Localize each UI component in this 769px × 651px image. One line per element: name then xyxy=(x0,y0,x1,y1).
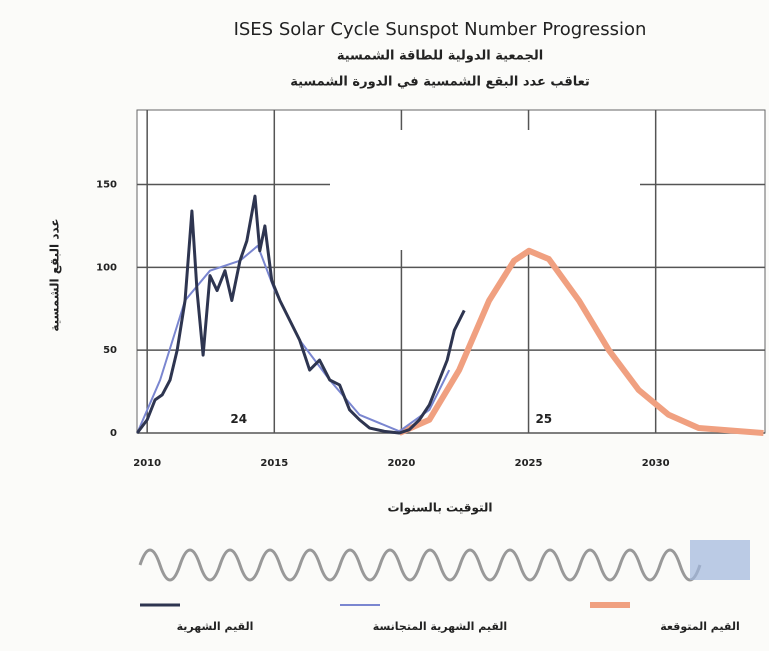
y-tick-label: 100 xyxy=(96,262,117,273)
y-axis-label: عدد البقع الشمسية xyxy=(48,218,62,331)
y-tick-label: 50 xyxy=(103,345,117,356)
legend: القيم الشهرية القيم الشهرية المتجانسة القي… xyxy=(140,602,740,633)
y-tick-label: 0 xyxy=(110,428,117,439)
legend-label: القيم الشهرية المتجانسة xyxy=(373,620,507,633)
annotation: 25 xyxy=(535,412,552,426)
annotation: 24 xyxy=(230,412,247,426)
overlay-box xyxy=(330,130,640,250)
x-tick-label: 2020 xyxy=(387,458,415,469)
y-tick-label: 150 xyxy=(96,180,117,191)
overview-window xyxy=(690,540,750,580)
x-axis-label: التوقيت بالسنوات xyxy=(388,501,493,516)
legend-label: القيم المتوقعة xyxy=(660,620,740,633)
series-line xyxy=(398,247,764,436)
x-tick-label: 2010 xyxy=(133,458,161,469)
x-tick-label: 2015 xyxy=(260,458,288,469)
subtitle: الجمعية الدولية للطاقة الشمسية xyxy=(337,49,543,64)
x-tick-label: 2025 xyxy=(515,458,543,469)
subtitle: تعاقب عدد البقع الشمسية في الدورة الشمسي… xyxy=(290,75,590,90)
plot-area: 0 50 100 150 2010 2015 2020 2025 2030 24 25 xyxy=(96,109,766,469)
chart-title: ISES Solar Cycle Sunspot Number Progress… xyxy=(234,19,647,40)
legend-label: القيم الشهرية xyxy=(177,620,254,633)
overview-strip xyxy=(138,548,702,582)
series-line xyxy=(136,194,466,435)
x-tick-label: 2030 xyxy=(642,458,670,469)
